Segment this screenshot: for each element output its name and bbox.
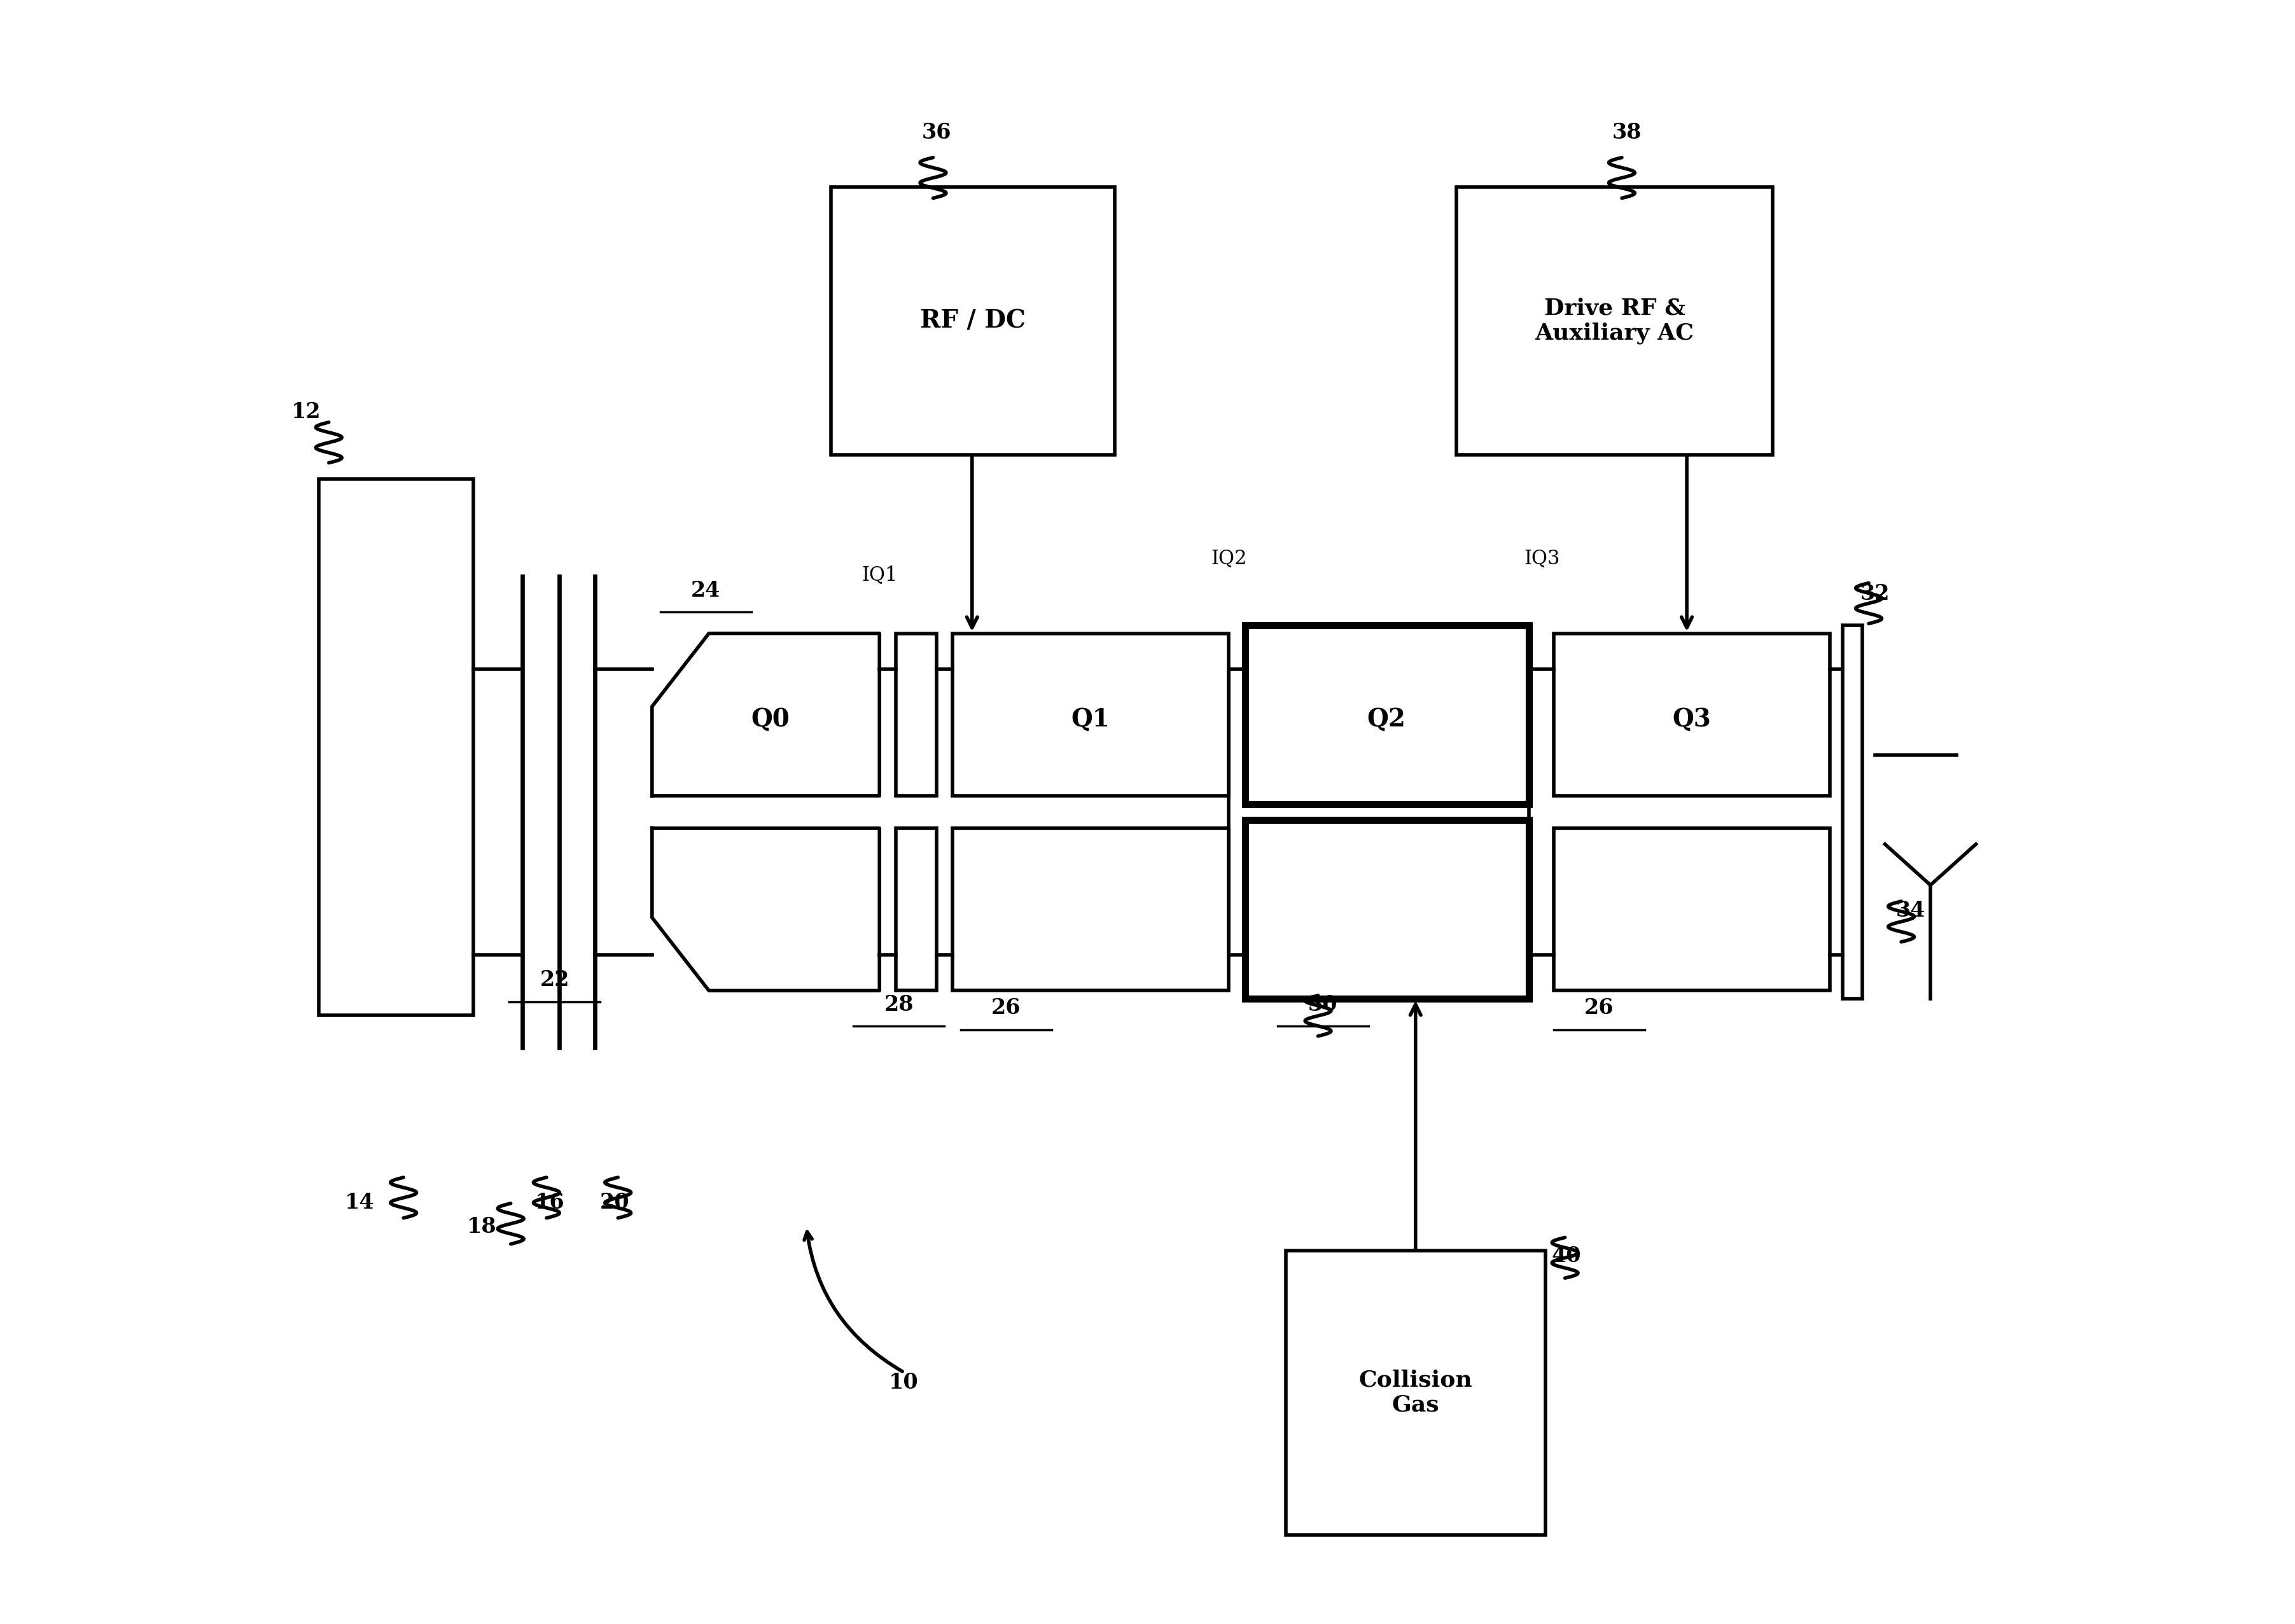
Text: 18: 18 <box>466 1216 496 1237</box>
Text: IQ1: IQ1 <box>861 565 897 585</box>
Text: Q0: Q0 <box>750 708 789 731</box>
Text: 12: 12 <box>291 401 321 422</box>
Text: 22: 22 <box>539 970 569 991</box>
Text: RF / DC: RF / DC <box>920 309 1026 333</box>
Text: Q3: Q3 <box>1673 708 1712 731</box>
Text: 14: 14 <box>344 1192 374 1213</box>
Text: IQ2: IQ2 <box>1212 549 1246 568</box>
Text: 10: 10 <box>888 1372 918 1393</box>
Text: IQ3: IQ3 <box>1524 549 1561 568</box>
Text: 34: 34 <box>1896 900 1926 921</box>
Bar <box>1843 625 1861 999</box>
Text: 16: 16 <box>535 1192 565 1213</box>
Bar <box>1455 187 1772 455</box>
Text: 20: 20 <box>599 1192 629 1213</box>
Bar <box>1554 828 1829 991</box>
Bar <box>831 187 1115 455</box>
Bar <box>895 828 936 991</box>
Bar <box>952 633 1228 796</box>
Text: 38: 38 <box>1611 122 1641 143</box>
Bar <box>1285 1250 1545 1535</box>
Text: Q2: Q2 <box>1368 708 1405 731</box>
Text: 24: 24 <box>691 580 721 601</box>
Text: 30: 30 <box>1308 994 1338 1015</box>
Text: 40: 40 <box>1551 1246 1581 1267</box>
Text: 36: 36 <box>923 122 950 143</box>
Bar <box>952 828 1228 991</box>
Bar <box>895 633 936 796</box>
Text: Collision
Gas: Collision Gas <box>1359 1369 1473 1416</box>
Bar <box>1554 633 1829 796</box>
Bar <box>1244 820 1528 999</box>
Bar <box>1244 625 1528 804</box>
Text: 26: 26 <box>991 997 1021 1018</box>
Text: Q1: Q1 <box>1072 708 1111 731</box>
Text: 32: 32 <box>1861 583 1891 604</box>
Bar <box>319 479 473 1015</box>
Text: 26: 26 <box>1584 997 1613 1018</box>
Text: 28: 28 <box>884 994 913 1015</box>
Text: Drive RF &
Auxiliary AC: Drive RF & Auxiliary AC <box>1535 297 1694 344</box>
